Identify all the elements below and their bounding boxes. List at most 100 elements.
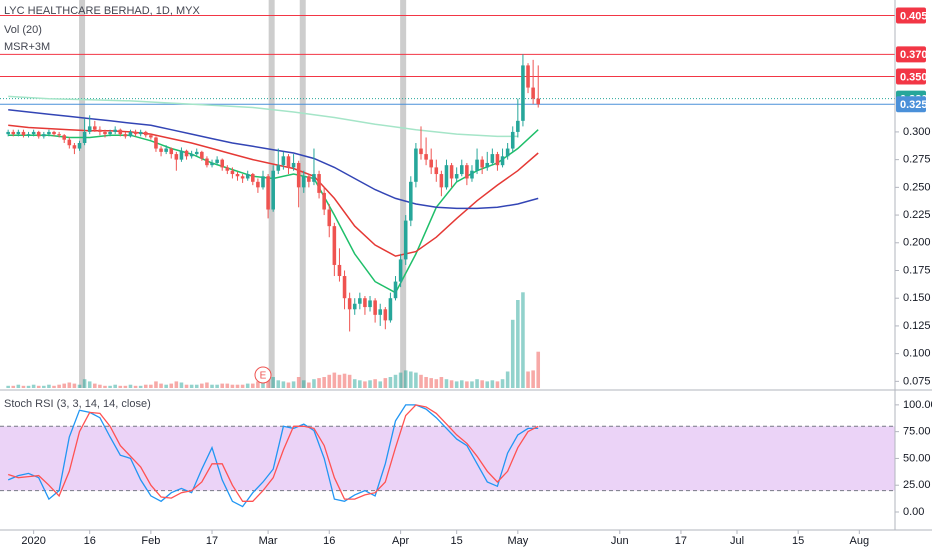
candle-body	[403, 220, 408, 260]
candle-body	[98, 129, 102, 132]
candle-body	[42, 134, 46, 137]
rsi-tick-label: 75.00	[903, 426, 931, 438]
candle-body	[87, 126, 92, 132]
volume-bar	[378, 381, 383, 388]
candle-body	[184, 150, 189, 157]
moving-average	[8, 108, 539, 210]
candle-body	[16, 131, 21, 135]
volume-bar	[347, 374, 352, 388]
volume-bar	[230, 384, 235, 388]
candle-body	[103, 131, 107, 135]
volume-bar	[6, 385, 10, 388]
candle-body	[516, 120, 520, 132]
indicator-label: Vol (20)	[4, 24, 42, 36]
volume-bar	[337, 374, 342, 388]
candle-body	[82, 131, 87, 144]
volume-bar	[276, 380, 281, 388]
candle-body	[245, 174, 250, 179]
candle-body	[296, 162, 301, 188]
volume-bar	[459, 380, 464, 388]
volume-bar	[82, 379, 87, 388]
volume-bar	[154, 381, 158, 388]
y-tick-label: 0.150	[903, 292, 931, 304]
volume-bar	[256, 381, 260, 388]
candle-body	[138, 131, 143, 135]
volume-bar	[444, 379, 449, 388]
candle-body	[189, 154, 194, 157]
volume-bar	[240, 384, 245, 388]
candle-body	[26, 134, 31, 136]
candle-body	[123, 134, 128, 137]
x-tick-label: Apr	[392, 535, 409, 547]
candle-body	[378, 309, 383, 315]
x-tick-label: 15	[792, 535, 804, 547]
volume-bar	[424, 377, 428, 388]
y-tick-label: 0.250	[903, 181, 931, 193]
volume-bar	[363, 381, 367, 388]
candle-body	[154, 137, 158, 149]
candle-body	[495, 154, 500, 166]
volume-bar	[312, 379, 316, 388]
rsi-tick-label: 25.00	[903, 479, 931, 491]
moving-average	[8, 95, 518, 138]
price-tag-label: 0.350	[900, 71, 928, 83]
rsi-tick-label: 0.00	[903, 506, 924, 518]
earnings-label: E	[260, 371, 267, 382]
volume-bar	[516, 300, 520, 388]
x-tick-label: 16	[84, 535, 96, 547]
candle-body	[429, 159, 433, 168]
candle-body	[490, 154, 495, 163]
x-tick-label: Feb	[141, 535, 160, 547]
volume-bar	[113, 384, 117, 388]
candle-body	[108, 131, 112, 135]
candle-body	[179, 150, 184, 160]
volume-bar	[439, 377, 444, 388]
volume-bar	[414, 372, 418, 388]
volume-bar	[149, 384, 153, 388]
volume-bar	[261, 379, 265, 388]
volume-bar	[291, 381, 296, 388]
price-tag-label: 0.325	[900, 99, 928, 111]
candle-body	[286, 156, 291, 168]
volume-bar	[164, 384, 168, 388]
volume-bar	[220, 383, 225, 388]
volume-bar	[480, 380, 484, 388]
volume-bar	[536, 351, 541, 388]
volume-bar	[495, 381, 500, 388]
price-tag	[896, 68, 926, 85]
candle-body	[133, 131, 138, 135]
price-tag	[896, 96, 926, 113]
volume-bar	[352, 379, 357, 388]
candle-body	[388, 298, 393, 321]
volume-bar	[409, 371, 413, 388]
candle-body	[67, 139, 72, 146]
volume-bar	[77, 384, 82, 388]
candle-body	[485, 162, 490, 168]
volume-bar	[358, 380, 362, 388]
volume-bar	[52, 385, 56, 388]
candle-body	[393, 281, 398, 299]
candle-body	[332, 226, 337, 265]
volume-bar	[449, 380, 454, 388]
volume-bar	[128, 384, 133, 388]
candle-body	[521, 65, 525, 121]
volume-bar	[429, 378, 433, 388]
candle-body	[225, 167, 230, 171]
volume-bar	[301, 380, 306, 388]
candle-body	[77, 143, 82, 149]
volume-bar	[296, 377, 301, 388]
volume-bar	[454, 381, 459, 388]
candle-body	[347, 298, 352, 310]
candle-body	[210, 162, 214, 166]
candle-body	[536, 98, 541, 105]
volume-bar	[87, 381, 92, 388]
volume-bar	[475, 379, 479, 388]
volume-bar	[200, 383, 204, 388]
volume-bar	[388, 377, 393, 388]
rsi-title: Stoch RSI (3, 3, 14, 14, close)	[4, 398, 151, 410]
volume-bar	[194, 384, 199, 388]
candle-body	[444, 165, 449, 188]
candle-body	[240, 176, 245, 179]
candle-body	[358, 298, 362, 304]
